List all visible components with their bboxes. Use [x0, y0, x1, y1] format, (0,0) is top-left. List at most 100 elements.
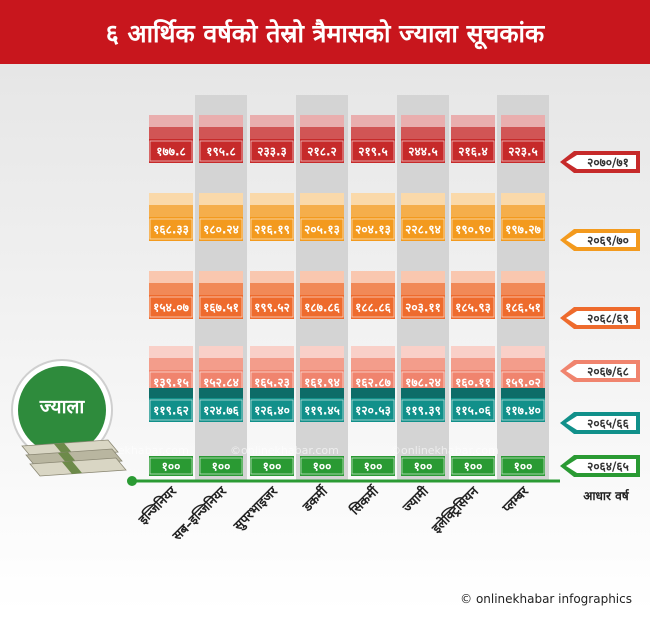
cell-border — [199, 457, 243, 475]
data-cell — [401, 398, 445, 422]
data-cell — [199, 456, 243, 476]
cell-cap — [199, 205, 243, 217]
cell-cap — [149, 127, 193, 139]
data-cell — [401, 139, 445, 163]
data-cell — [149, 456, 193, 476]
data-cell — [351, 217, 395, 241]
cell-value: २१९.५ — [358, 145, 388, 159]
cell-cap — [300, 271, 344, 283]
cell-cap — [351, 346, 395, 358]
header-bar — [0, 0, 650, 64]
cell-value: १२०.५३ — [355, 404, 391, 418]
cell-value: १०० — [364, 460, 383, 474]
data-cell — [401, 456, 445, 476]
cell-value: १०० — [514, 460, 533, 474]
data-cell — [501, 398, 545, 422]
base-year-label: आधार वर्ष — [583, 489, 630, 503]
page-title: ६ आर्थिक वर्षको तेस्रो त्रैमासको ज्याला … — [106, 19, 546, 50]
cell-cap — [451, 346, 495, 358]
cell-cap — [501, 346, 545, 358]
cell-cap — [401, 346, 445, 358]
cell-cap — [250, 388, 294, 398]
data-cell — [300, 398, 344, 422]
cell-border — [401, 457, 445, 475]
credit-text: © onlinekhabar infographics — [460, 592, 632, 606]
data-cell — [300, 139, 344, 163]
cell-cap — [199, 346, 243, 358]
year-tag-label: २०६९/७० — [587, 234, 629, 248]
cell-border — [351, 218, 395, 240]
cell-border — [300, 140, 344, 162]
cell-cap — [401, 193, 445, 205]
data-cell — [401, 217, 445, 241]
cell-value: १६५.२३ — [254, 376, 290, 390]
cell-cap — [300, 115, 344, 127]
cell-value: २०३.११ — [405, 301, 441, 315]
cell-value: १०० — [464, 460, 483, 474]
badge-label: ज्याला — [39, 396, 86, 418]
year-tag-inner — [566, 155, 636, 169]
cell-cap — [501, 193, 545, 205]
data-cell — [199, 217, 243, 241]
data-cell — [501, 456, 545, 476]
cell-border — [250, 399, 294, 421]
data-cells: १७७.८ १९५.८ २३३.३ २१८.२ २१९.५ २४४.५ २१६.४ २२३.५… — [80, 115, 545, 476]
cell-cap — [501, 358, 545, 370]
year-tag-label: २०७०/७१ — [587, 156, 629, 170]
cell-value: १९०.९० — [455, 223, 491, 237]
data-cell — [250, 217, 294, 241]
cell-border — [501, 457, 545, 475]
cell-cap — [300, 388, 344, 398]
data-cell — [199, 398, 243, 422]
cell-border — [250, 218, 294, 240]
cell-cap — [149, 271, 193, 283]
cell-value: २२३.५ — [508, 145, 538, 159]
cell-value: १०० — [162, 460, 181, 474]
cell-value: १९५.८ — [206, 145, 236, 159]
money-note — [29, 457, 127, 477]
cell-value: १३९.१५ — [153, 376, 189, 390]
cell-border — [250, 296, 294, 318]
cell-value: २०४.१३ — [355, 223, 391, 237]
data-cell — [149, 217, 193, 241]
data-cell — [451, 456, 495, 476]
cell-cap — [501, 271, 545, 283]
cell-cap — [250, 358, 294, 370]
year-tag-label: २०६४/६५ — [587, 460, 629, 474]
cell-border — [401, 218, 445, 240]
cell-cap — [351, 193, 395, 205]
cell-value: २०५.१३ — [304, 223, 340, 237]
cell-cap — [351, 115, 395, 127]
cell-border — [149, 140, 193, 162]
year-tag-inner — [566, 311, 636, 325]
data-cell — [501, 139, 545, 163]
cell-cap — [451, 193, 495, 205]
year-tags: २०७०/७१ २०६९/७० २०६८/६९ २०६७/६८ २०६५/६६ २०६४/… — [560, 151, 640, 503]
data-cell — [501, 217, 545, 241]
cell-cap — [149, 346, 193, 358]
cell-border — [401, 399, 445, 421]
cell-border — [199, 399, 243, 421]
cell-value: ११९.४५ — [304, 404, 340, 418]
cell-value: १८०.२४ — [203, 223, 239, 237]
cell-cap — [501, 205, 545, 217]
year-tag-label: २०६८/६९ — [587, 312, 629, 326]
cell-border — [501, 296, 545, 318]
badge-circle — [18, 366, 106, 454]
cell-border — [351, 457, 395, 475]
cell-cap — [451, 127, 495, 139]
cell-cap — [149, 205, 193, 217]
cell-value: १०० — [263, 460, 282, 474]
data-cell — [451, 217, 495, 241]
cell-border — [300, 296, 344, 318]
cell-cap — [401, 271, 445, 283]
cell-border — [451, 457, 495, 475]
year-tag-inner — [566, 459, 636, 473]
cell-cap — [149, 193, 193, 205]
cell-cap — [300, 205, 344, 217]
data-cell — [300, 456, 344, 476]
data-cell — [199, 139, 243, 163]
cell-cap — [451, 271, 495, 283]
cell-value: ११९.६२ — [153, 404, 189, 418]
cell-border — [300, 218, 344, 240]
